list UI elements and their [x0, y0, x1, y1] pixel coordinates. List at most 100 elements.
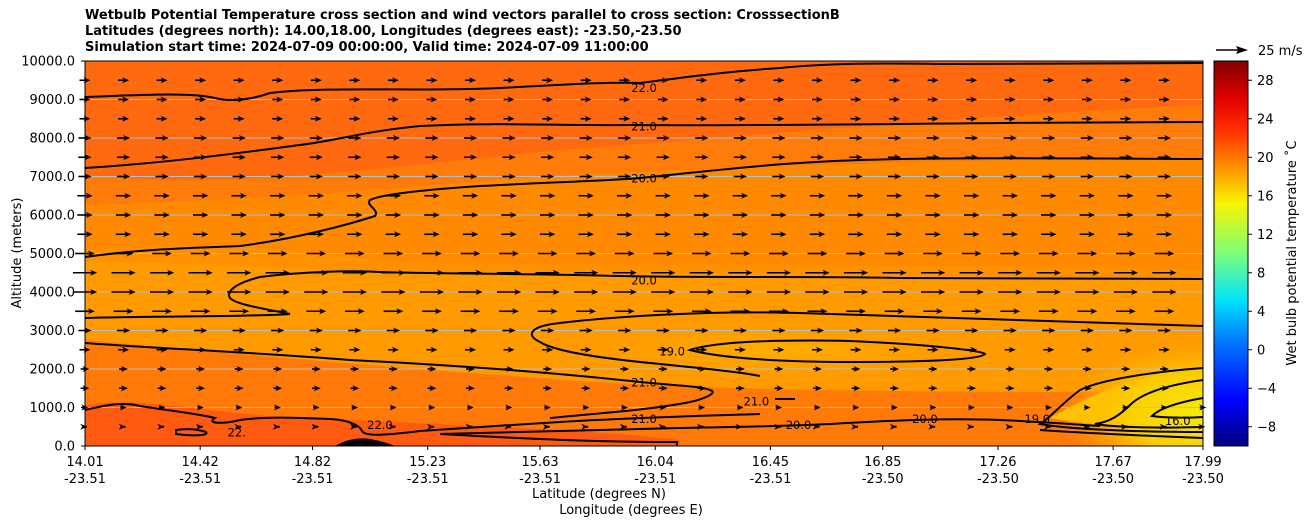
wind-arrow-head — [317, 192, 325, 199]
wind-arrow — [656, 173, 670, 180]
wind-arrow — [1159, 423, 1167, 430]
wind-arrow-head — [196, 404, 204, 411]
wind-arrow-head — [509, 212, 517, 218]
wind-arrow — [850, 96, 862, 103]
wind-arrow-head — [282, 269, 290, 276]
wind-arrow — [310, 115, 322, 122]
wind-arrow — [1158, 115, 1170, 122]
wind-arrow — [697, 423, 705, 430]
wind-arrow-head — [475, 289, 483, 295]
wind-arrow — [1152, 269, 1177, 276]
wind-arrow — [810, 327, 825, 334]
wind-arrow — [1080, 327, 1094, 334]
wind-arrow-head — [1160, 404, 1168, 411]
wind-arrow-head — [933, 192, 941, 199]
wind-arrow-head — [738, 346, 746, 353]
wind-arrow-head — [470, 173, 478, 180]
wind-arrow-head — [1049, 192, 1057, 199]
wind-arrow — [1157, 327, 1172, 334]
wind-arrow-head — [511, 308, 519, 315]
wind-arrow — [196, 366, 206, 372]
wind-arrow — [1120, 96, 1132, 103]
wind-arrow-head — [205, 269, 213, 276]
wind-arrow — [115, 212, 132, 218]
wind-arrow-small — [162, 425, 165, 428]
wind-arrow — [426, 77, 438, 84]
wind-arrow-head — [511, 250, 519, 257]
wind-arrow — [539, 231, 556, 238]
wind-arrow — [1005, 385, 1015, 392]
wind-arrow-head — [739, 173, 747, 180]
wind-arrow — [966, 346, 978, 353]
wind-arrow — [617, 192, 633, 199]
wind-arrow — [618, 135, 632, 141]
wind-arrow — [582, 404, 590, 411]
wind-arrow-head — [698, 404, 706, 411]
wind-arrow-head — [702, 212, 710, 218]
wind-arrow-head — [321, 289, 329, 295]
wind-arrow — [427, 366, 437, 372]
wind-arrow-small — [393, 425, 396, 428]
wind-arrow-head — [662, 327, 670, 334]
wind-arrow-head — [120, 385, 128, 392]
contour-18-low — [1094, 379, 1203, 429]
wind-arrow — [233, 346, 245, 353]
wind-arrow — [386, 154, 401, 161]
wind-arrow-head — [352, 366, 360, 372]
wind-arrow — [311, 366, 321, 372]
wind-arrow-head — [1167, 250, 1175, 257]
wind-arrow-head — [1007, 385, 1015, 392]
wind-arrow — [342, 289, 367, 295]
wind-arrow — [118, 346, 130, 353]
wind-arrow-head — [1125, 173, 1133, 180]
wind-arrow-head — [585, 327, 593, 334]
wind-arrow-head — [625, 231, 633, 238]
wind-arrow — [1004, 96, 1016, 103]
wind-arrow — [736, 404, 744, 411]
wind-arrow-head — [547, 173, 555, 180]
contour-19-low — [1037, 367, 1203, 433]
wind-arrow — [116, 154, 131, 161]
wind-arrow-head — [1123, 366, 1131, 372]
wind-arrow-head — [357, 250, 365, 257]
wind-arrow — [657, 115, 669, 122]
wind-arrow — [349, 77, 361, 84]
x-tick-label-lat: 16.04 — [637, 455, 674, 470]
wind-arrow-head — [970, 346, 978, 353]
wind-arrow-head — [123, 173, 131, 180]
wind-arrow — [1043, 96, 1055, 103]
wind-arrow-head — [777, 96, 785, 103]
wind-arrow — [774, 366, 784, 372]
wind-arrow — [1121, 385, 1131, 392]
wind-arrow — [1118, 192, 1134, 199]
wind-arrow-head — [1049, 212, 1057, 218]
wind-arrow — [963, 192, 980, 199]
wind-arrow — [696, 115, 708, 122]
y-axis-label: Altitude (meters) — [10, 198, 25, 309]
wind-arrow-head — [1047, 346, 1055, 353]
wind-arrow-head — [236, 385, 244, 392]
wind-arrow-head — [391, 77, 399, 84]
wind-arrow — [311, 423, 319, 430]
wind-arrow-head — [242, 250, 250, 257]
wind-arrow-head — [431, 327, 439, 334]
contour-label: 20.0 — [631, 171, 657, 185]
contour-label: 16.0 — [1165, 414, 1191, 428]
wind-arrow-head — [238, 135, 246, 141]
wind-arrow-head — [317, 231, 325, 238]
wind-arrow — [655, 231, 671, 238]
wind-arrow — [541, 154, 555, 161]
wind-arrow — [231, 231, 247, 238]
wind-arrow — [196, 385, 206, 392]
wind-arrow — [195, 423, 203, 430]
wind-arrow-head — [701, 327, 709, 334]
wind-arrow — [233, 96, 245, 103]
wind-arrow — [967, 404, 975, 411]
wind-arrow — [728, 269, 753, 276]
wind-arrow — [890, 366, 899, 372]
wind-arrow-head — [818, 192, 826, 199]
wind-arrow-small — [894, 425, 897, 428]
wind-arrow-head — [971, 173, 979, 180]
wind-arrow-head — [936, 308, 944, 315]
x-tick-label-lon: -23.50 — [1092, 472, 1134, 487]
